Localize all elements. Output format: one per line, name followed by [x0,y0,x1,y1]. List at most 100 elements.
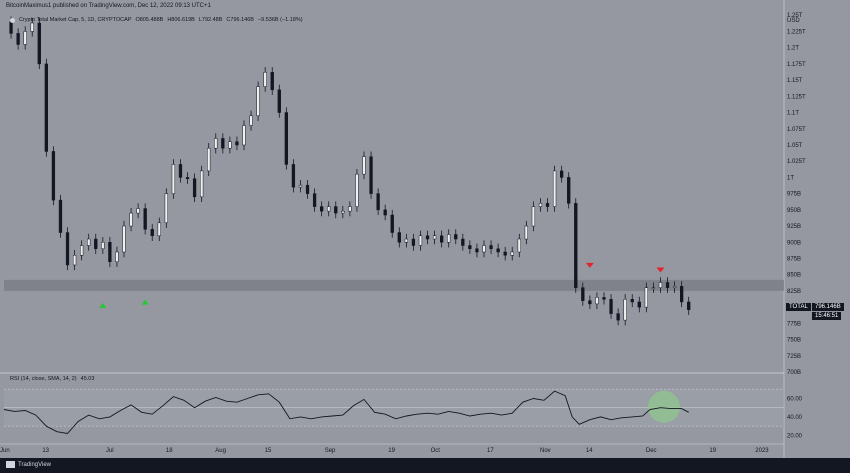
candle-body [9,21,13,34]
candle-body [150,229,154,237]
candle-body [390,214,394,233]
time-tick-label: 17 [487,448,494,454]
candle-body [58,199,63,233]
candle-body [517,238,521,253]
time-tick-label: 14 [586,448,593,454]
legend-high: H806.619B [167,17,195,23]
candle-body [319,206,324,212]
legend-close: C796.146B [226,17,254,23]
legend-title: Crypto Total Market Cap, 5, 1D, CRYPTOCA… [19,17,132,23]
candle-body [87,238,91,246]
symbol-icon [10,17,15,23]
candle-body [538,203,543,207]
time-tick-label: 19 [709,448,716,454]
rsi-tick-label: 40.00 [787,415,803,421]
price-tick-label: 950B [787,208,801,214]
candle-body [644,287,649,308]
candle-body [129,212,133,227]
candle-body [447,234,451,243]
candle-body [418,235,423,246]
candle-body [552,170,557,207]
candle-body [164,193,169,224]
brand-label: TradingView [18,461,52,468]
time-tick-label: 15 [265,448,272,454]
rsi-tick-label: 60.00 [787,396,803,402]
candle-body [665,282,670,288]
candle-body [185,177,190,179]
candle-body [581,287,585,301]
candle-body [235,141,239,146]
time-tick-label: Aug [215,448,226,454]
rsi-legend-label: RSI (14, close, SMA, 14, 2) [10,376,77,382]
price-tick-label: 900B [787,240,801,246]
candle-body [397,232,401,243]
price-tick-label: 1.1T [787,111,799,117]
support-bounce-up-icon [141,299,149,305]
time-tick-label: Dec [646,448,657,454]
time-tick-label: 18 [166,448,173,454]
candle-body [263,72,267,87]
candle-body [609,299,613,314]
resistance-rejection-down-icon [656,267,665,273]
candle-body [411,238,416,246]
candle-body [270,72,274,91]
candle-body [228,141,232,149]
candle-body [574,203,578,288]
candle-body [369,156,373,194]
time-tick-label: Jun [0,448,10,454]
price-tick-label: 850B [787,273,801,279]
price-tick-label: 750B [787,338,801,344]
price-tick-label: 925B [787,224,801,230]
candle-body [602,297,606,300]
candle-body [362,156,366,175]
price-tick-label: 1.025T [787,159,806,165]
candle-body [16,33,20,45]
candle-body [178,164,183,178]
candle-body [207,147,211,172]
price-axis-panel [784,0,850,458]
price-tick-label: 725B [787,354,801,360]
candle-body [23,31,27,45]
time-tick-label: Oct [431,448,441,454]
footer-bar: TradingView [0,458,850,473]
price-tick-label: 1.125T [787,94,806,100]
candle-body [496,248,500,253]
candle-body [348,206,352,212]
candle-body [327,206,331,212]
candle-body [623,299,627,321]
candle-body [510,251,514,256]
candle-body [94,238,98,250]
candle-body [672,286,677,288]
price-tick-label: 700B [787,370,801,376]
time-tick-label: Nov [540,448,551,454]
price-tick-label: 1.225T [787,29,806,35]
price-tick-label: 1.075T [787,127,806,133]
candle-body [108,242,112,262]
candle-body [482,245,486,253]
candle-body [305,184,310,194]
tradingview-brand[interactable]: TradingView [6,461,51,468]
candle-body [545,203,550,207]
candle-body [51,151,56,201]
bar-countdown: 15:46:51 [812,312,842,320]
candle-body [489,245,493,250]
candle-body [425,235,430,240]
time-tick-label: Sep [325,448,336,454]
candle-body [616,313,620,321]
price-tick-label: 1.15T [787,78,803,84]
candle-body [687,301,691,310]
candle-body [37,22,41,65]
candle-body [503,251,507,256]
candle-body [355,173,359,207]
candle-body [630,299,634,303]
candle-body [679,286,684,303]
candle-body [284,112,289,165]
candle-body [72,254,77,266]
candle-body [312,193,317,207]
candle-body [567,177,571,204]
time-tick-label: Jul [106,448,114,454]
candle-body [475,248,479,253]
candle-body [115,251,119,262]
rsi-highlight-circle [648,390,680,423]
